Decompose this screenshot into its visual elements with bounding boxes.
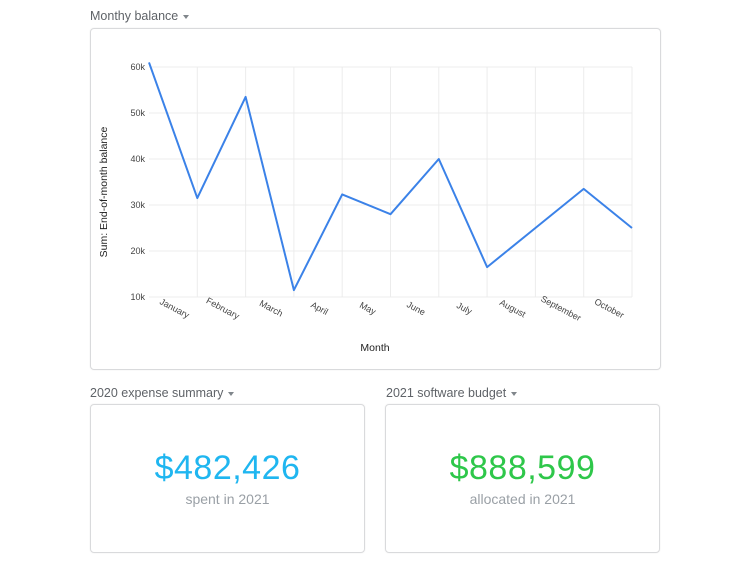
balance-line-chart: 10k 20k 30k 40k 50k 60k January February March A… <box>98 62 633 354</box>
expense-caption: spent in 2021 <box>185 491 270 507</box>
caret-down-icon[interactable] <box>511 391 518 396</box>
x-axis-ticks: January February March April May June July Augu… <box>158 294 626 324</box>
chart-section-title[interactable]: Monthy balance <box>90 9 190 23</box>
budget-section-title[interactable]: 2021 software budget <box>386 386 518 400</box>
y-tick-label: 50k <box>130 108 145 118</box>
caret-down-icon[interactable] <box>228 391 235 396</box>
chart-section-title-label: Monthy balance <box>90 9 179 23</box>
x-tick-label: July <box>455 300 474 317</box>
expense-section-title[interactable]: 2020 expense summary <box>90 386 235 400</box>
series-line <box>148 62 633 292</box>
caret-down-icon[interactable] <box>183 14 190 19</box>
y-tick-label: 60k <box>130 62 145 72</box>
x-axis-label: Month <box>360 342 389 354</box>
x-tick-label: March <box>258 298 285 319</box>
balance-chart-card: 10k 20k 30k 40k 50k 60k January February March A… <box>90 28 661 370</box>
x-tick-label: May <box>358 300 378 317</box>
x-tick-label: February <box>205 295 242 321</box>
y-axis-label: Sum: End-of-month balance <box>98 126 110 257</box>
expense-summary-card: $482,426 spent in 2021 <box>90 404 365 553</box>
x-tick-label: June <box>405 299 427 317</box>
y-tick-label: 20k <box>130 246 145 256</box>
budget-value: $888,599 <box>449 449 596 487</box>
chart-gridlines <box>149 66 633 298</box>
y-axis-ticks: 10k 20k 30k 40k 50k 60k <box>130 62 145 302</box>
x-tick-label: January <box>158 296 191 320</box>
x-tick-label: September <box>539 294 583 324</box>
y-tick-label: 10k <box>130 292 145 302</box>
software-budget-card: $888,599 allocated in 2021 <box>385 404 660 553</box>
y-tick-label: 40k <box>130 154 145 164</box>
x-tick-label: October <box>593 296 626 320</box>
x-tick-label: August <box>498 297 528 319</box>
y-tick-label: 30k <box>130 200 145 210</box>
budget-caption: allocated in 2021 <box>469 491 576 507</box>
expense-section-title-label: 2020 expense summary <box>90 386 224 400</box>
expense-value: $482,426 <box>154 449 301 487</box>
x-tick-label: April <box>309 300 330 317</box>
budget-section-title-label: 2021 software budget <box>386 386 507 400</box>
